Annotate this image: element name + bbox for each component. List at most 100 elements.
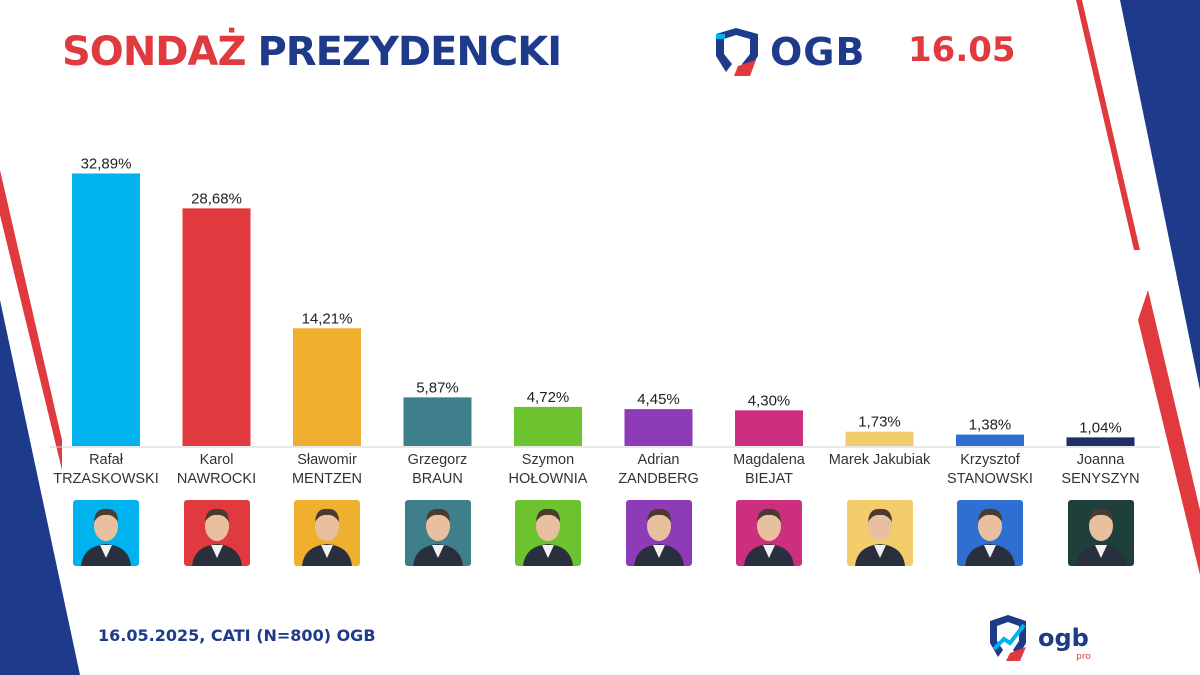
bar xyxy=(735,410,803,446)
candidate-photo xyxy=(404,500,471,566)
bar-value-label: 1,73% xyxy=(858,414,901,431)
bar-value-label: 4,72% xyxy=(527,389,570,406)
right-blue-stripe xyxy=(1120,0,1200,390)
person-head xyxy=(425,511,450,541)
person-head xyxy=(646,511,671,541)
candidate-name: Rafał TRZASKOWSKI xyxy=(50,451,162,489)
person-hair xyxy=(536,508,560,522)
candidate-last-name: BIEJAT xyxy=(744,471,794,487)
footer-brand-sub: pro xyxy=(1076,652,1091,662)
person-icon xyxy=(81,508,131,566)
candidate-first-name: Szymon xyxy=(521,452,575,468)
person-head xyxy=(867,511,892,541)
candidate-last-name: MENTZEN xyxy=(291,471,363,487)
bar xyxy=(845,431,914,446)
right-red-stripe xyxy=(1138,290,1200,575)
bar-value-label: 4,45% xyxy=(637,391,680,408)
person-shirt xyxy=(652,545,665,558)
bar xyxy=(293,328,361,446)
person-shirt xyxy=(763,545,775,558)
person-icon xyxy=(744,508,794,566)
person-hair xyxy=(978,508,1002,522)
candidate-last-name: HOŁOWNIA xyxy=(508,471,588,487)
bar-value-label: 14,21% xyxy=(302,310,353,327)
person-icon xyxy=(633,508,684,566)
person-shirt xyxy=(1094,545,1107,558)
candidate-name: Marek Jakubiak xyxy=(824,451,936,470)
candidate-name: Szymon HOŁOWNIA xyxy=(492,451,604,489)
person-icon xyxy=(854,508,905,566)
bar xyxy=(624,409,693,446)
right-red-thin-stripe xyxy=(1076,0,1140,250)
person-shirt xyxy=(100,545,112,558)
ogb-pro-logo-icon xyxy=(990,615,1026,661)
candidate-last-name: TRZASKOWSKI xyxy=(53,471,159,487)
person-icon xyxy=(965,508,1015,566)
person-hair xyxy=(315,508,339,522)
footer-brand-name: ogb xyxy=(1038,624,1089,652)
person-head xyxy=(757,511,781,541)
candidate-photo xyxy=(73,500,139,566)
bar xyxy=(1066,437,1135,446)
bar-value-label: 4,30% xyxy=(748,392,791,409)
candidate-photo xyxy=(183,500,250,566)
candidate-last-name: BRAUN xyxy=(412,471,463,487)
person-head xyxy=(1088,511,1113,541)
bar-value-label: 1,38% xyxy=(969,417,1012,434)
bar xyxy=(72,173,140,447)
candidate-first-name: Krzysztof xyxy=(960,452,1020,468)
candidate-name: Grzegorz BRAUN xyxy=(382,451,494,489)
candidate-last-name: STANOWSKI xyxy=(947,471,1033,487)
footer-brand-text: ogb pro xyxy=(1038,624,1091,662)
bar-value-label: 1,04% xyxy=(1079,419,1122,436)
person-hair xyxy=(646,508,671,522)
title-red: SONDAŻ xyxy=(62,29,246,75)
poll-date: 16.05 xyxy=(908,30,1016,70)
person-shirt xyxy=(321,545,333,558)
candidate-name: Karol NAWROCKI xyxy=(161,451,273,489)
bar-value-label: 28,68% xyxy=(191,190,242,207)
candidate-name: Adrian ZANDBERG xyxy=(603,451,715,489)
candidate-name: Magdalena BIEJAT xyxy=(713,451,825,489)
candidate-name: Joanna SENYSZYN xyxy=(1045,451,1157,489)
person-hair xyxy=(425,508,450,522)
candidate-photo xyxy=(736,500,802,566)
person-hair xyxy=(94,508,118,522)
bar-value-label: 5,87% xyxy=(416,379,459,396)
candidate-first-name: Sławomir xyxy=(297,452,357,468)
person-shirt xyxy=(542,545,554,558)
person-icon xyxy=(523,508,573,566)
person-head xyxy=(536,511,560,541)
candidate-first-name: Adrian xyxy=(637,452,680,468)
bar xyxy=(956,434,1024,446)
person-hair xyxy=(757,508,781,522)
title-blue: PREZYDENCKI xyxy=(257,29,562,75)
candidate-first-name: Magdalena xyxy=(733,452,805,468)
candidate-name: Krzysztof STANOWSKI xyxy=(934,451,1046,489)
bar xyxy=(403,397,472,446)
bar xyxy=(514,406,582,446)
left-blue-stripe xyxy=(0,300,80,675)
candidate-photo xyxy=(625,500,692,566)
candidate-first-name: Karol xyxy=(199,452,234,468)
person-shirt xyxy=(873,545,886,558)
person-icon xyxy=(412,508,463,566)
person-hair xyxy=(1088,508,1113,522)
candidate-first-name: Joanna xyxy=(1076,452,1125,468)
person-icon xyxy=(1075,508,1126,566)
header: SONDAŻ PREZYDENCKI xyxy=(62,22,562,82)
candidate-first-name: Rafał xyxy=(89,452,123,468)
candidate-photo xyxy=(294,500,360,566)
ogb-brand: OGB xyxy=(712,24,865,80)
candidate-photo xyxy=(1067,500,1134,566)
bar xyxy=(182,208,251,446)
candidate-last-name: ZANDBERG xyxy=(618,471,699,487)
candidate-photo xyxy=(515,500,581,566)
person-hair xyxy=(204,508,229,522)
person-icon xyxy=(302,508,352,566)
candidate-first-name: Marek Jakubiak xyxy=(828,452,931,468)
person-head xyxy=(978,511,1002,541)
person-hair xyxy=(867,508,892,522)
